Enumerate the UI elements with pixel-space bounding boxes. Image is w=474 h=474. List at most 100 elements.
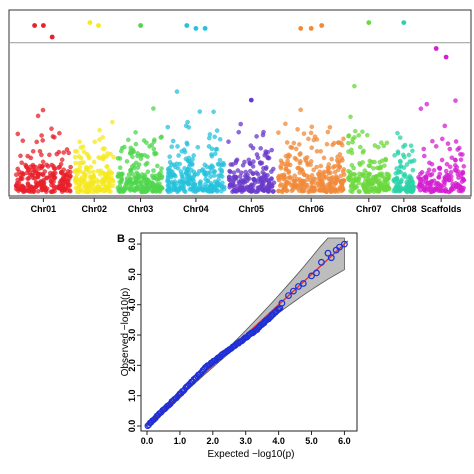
manhattan-point (265, 188, 271, 194)
manhattan-point (346, 140, 351, 146)
manhattan-point (432, 187, 438, 192)
manhattan-point (453, 139, 459, 144)
manhattan-point (298, 151, 303, 156)
manhattan-point (35, 189, 41, 194)
manhattan-point (409, 159, 415, 164)
manhattan-point (361, 173, 366, 178)
qq-point (299, 280, 307, 287)
manhattan-peak-point (443, 54, 449, 60)
manhattan-point (335, 154, 340, 160)
manhattan-point (254, 134, 259, 139)
manhattan-point (77, 139, 82, 145)
series-chr06 (276, 23, 347, 195)
manhattan-point (395, 151, 401, 156)
manhattan-point (231, 178, 236, 183)
manhattan-point (442, 123, 448, 129)
manhattan-point (100, 135, 105, 140)
manhattan-point (141, 138, 147, 143)
manhattan-point (461, 177, 467, 183)
manhattan-point (346, 168, 351, 174)
manhattan-point (455, 147, 460, 152)
manhattan-point (156, 176, 161, 182)
manhattan-point (102, 146, 107, 151)
manhattan-point (61, 176, 67, 182)
manhattan-point (276, 130, 281, 135)
manhattan-point (159, 174, 165, 179)
manhattan-point (250, 186, 255, 192)
manhattan-point (100, 176, 106, 182)
qq-point (341, 240, 348, 248)
manhattan-point (367, 158, 373, 164)
manhattan-point (383, 157, 389, 163)
manhattan-point (106, 168, 112, 173)
manhattan-point (326, 162, 332, 167)
manhattan-point (445, 141, 451, 146)
manhattan-point (311, 137, 317, 143)
manhattan-point (379, 140, 384, 145)
manhattan-point (208, 181, 214, 186)
manhattan-point (105, 151, 110, 156)
manhattan-point (18, 153, 23, 159)
manhattan-point (262, 175, 268, 181)
manhattan-peak-point (49, 34, 55, 40)
manhattan-points (13, 20, 467, 195)
manhattan-point (255, 189, 260, 194)
manhattan-point (403, 187, 409, 193)
manhattan-point (91, 175, 96, 180)
series-chr03 (115, 23, 165, 195)
manhattan-point (76, 154, 82, 159)
series-chr05 (226, 97, 277, 195)
x-tick-label: 4.0 (272, 436, 285, 446)
manhattan-point (186, 182, 192, 187)
manhattan-point (379, 171, 385, 176)
manhattan-point (245, 187, 251, 193)
manhattan-point (167, 173, 173, 178)
manhattan-point (40, 163, 45, 169)
manhattan-point (450, 184, 456, 189)
manhattan-point (191, 169, 197, 175)
manhattan-point (210, 164, 216, 170)
manhattan-point (187, 187, 193, 192)
manhattan-point (117, 165, 123, 170)
manhattan-point (398, 179, 404, 185)
manhattan-point (440, 136, 445, 142)
manhattan-point (269, 147, 274, 153)
manhattan-point (165, 166, 171, 172)
manhattan-frame (8, 9, 472, 197)
manhattan-point (57, 130, 62, 136)
manhattan-point (151, 106, 156, 111)
manhattan-point (211, 109, 216, 115)
chromosome-ticks (42, 198, 442, 202)
manhattan-point (133, 130, 138, 135)
manhattan-point (67, 188, 72, 193)
manhattan-peak-point (184, 23, 190, 28)
manhattan-point (357, 171, 362, 177)
manhattan-point (455, 172, 461, 177)
y-tick-label: 1.0 (127, 389, 137, 402)
manhattan-point (334, 175, 340, 181)
manhattan-point (303, 156, 308, 161)
manhattan-peak-point (401, 20, 407, 25)
manhattan-point (339, 155, 344, 161)
manhattan-point (404, 162, 410, 167)
manhattan-point (242, 159, 247, 165)
qq-x-ticks: 0.0 1.0 2.0 3.0 4.0 5.0 6.0 (141, 431, 351, 446)
manhattan-point (43, 187, 48, 192)
manhattan-point (84, 186, 89, 192)
manhattan-plot: Chr01 Chr02 Chr03 Chr04 Chr05 Chr06 Chr07 Chr08… (8, 9, 472, 214)
manhattan-point (283, 182, 288, 187)
manhattan-point (143, 162, 149, 167)
manhattan-peak-point (319, 23, 325, 28)
manhattan-point (407, 185, 413, 190)
manhattan-point (198, 179, 203, 184)
manhattan-point (416, 184, 421, 190)
manhattan-point (197, 109, 203, 114)
manhattan-point (309, 124, 315, 130)
manhattan-point (331, 140, 337, 146)
manhattan-point (35, 113, 41, 119)
manhattan-point (77, 169, 83, 174)
manhattan-point (296, 165, 302, 171)
manhattan-point (40, 159, 46, 165)
manhattan-point (317, 187, 322, 193)
manhattan-point (246, 157, 252, 163)
